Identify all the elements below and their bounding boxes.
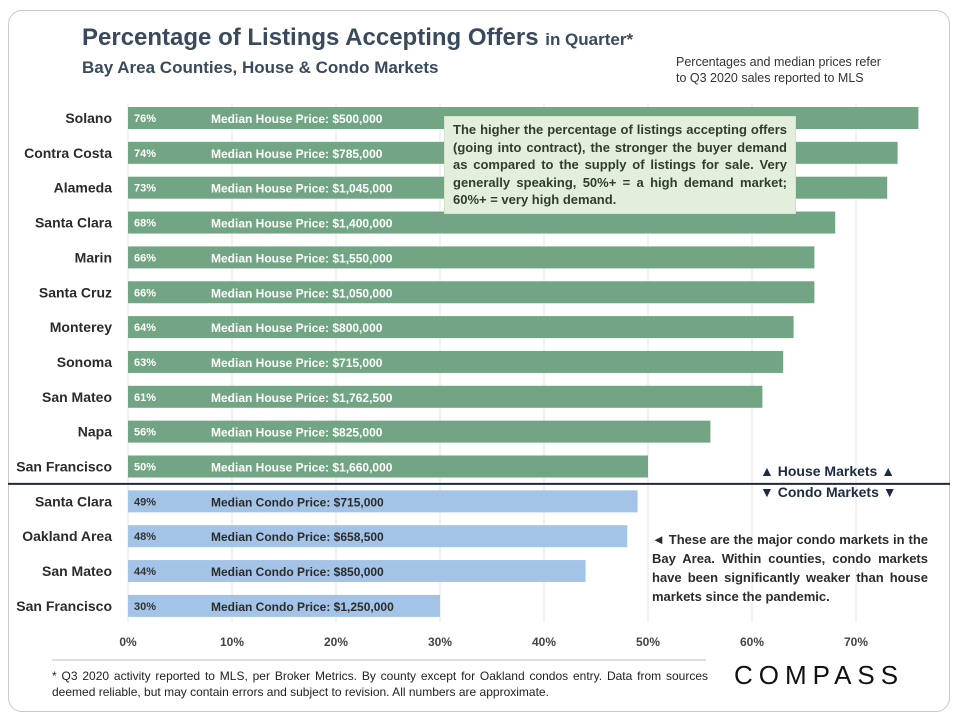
house-bar bbox=[128, 246, 815, 269]
category-label: Contra Costa bbox=[24, 145, 112, 161]
price-label: Median Condo Price: $658,500 bbox=[211, 530, 384, 544]
value-label: 68% bbox=[134, 218, 156, 230]
x-tick-label: 0% bbox=[119, 635, 137, 649]
price-label: Median House Price: $800,000 bbox=[211, 321, 383, 335]
condo-markets-label: ▼ Condo Markets ▼ bbox=[760, 484, 897, 500]
value-label: 73% bbox=[134, 183, 156, 195]
value-label: 50% bbox=[134, 462, 156, 474]
category-label: Santa Clara bbox=[35, 215, 112, 231]
price-label: Median House Price: $825,000 bbox=[211, 426, 383, 440]
value-label: 63% bbox=[134, 357, 156, 369]
price-label: Median Condo Price: $1,250,000 bbox=[211, 600, 394, 614]
condo-markets-callout: ◄ These are the major condo markets in t… bbox=[652, 532, 928, 604]
value-label: 66% bbox=[134, 287, 156, 299]
price-label: Median House Price: $1,400,000 bbox=[211, 217, 393, 231]
value-label: 48% bbox=[134, 531, 156, 543]
value-label: 66% bbox=[134, 252, 156, 264]
category-label: San Francisco bbox=[16, 459, 112, 475]
house-bar bbox=[128, 316, 794, 339]
category-label: Santa Cruz bbox=[39, 284, 112, 300]
condo-bar bbox=[128, 525, 628, 548]
house-markets-label: ▲ House Markets ▲ bbox=[760, 463, 896, 479]
x-tick-label: 40% bbox=[532, 635, 556, 649]
value-label: 64% bbox=[134, 322, 156, 334]
house-bar bbox=[128, 350, 784, 373]
x-tick-label: 20% bbox=[324, 635, 348, 649]
price-label: Median House Price: $715,000 bbox=[211, 356, 383, 370]
condo-bar bbox=[128, 560, 586, 583]
value-label: 61% bbox=[134, 392, 156, 404]
category-label: Napa bbox=[78, 424, 112, 440]
footnote: * Q3 2020 activity reported to MLS, per … bbox=[52, 669, 708, 699]
house-bar bbox=[128, 420, 711, 443]
category-label: Alameda bbox=[54, 180, 113, 196]
x-tick-label: 70% bbox=[844, 635, 868, 649]
house-bar bbox=[128, 211, 836, 234]
category-label: Oakland Area bbox=[22, 528, 112, 544]
price-label: Median Condo Price: $850,000 bbox=[211, 565, 384, 579]
value-label: 56% bbox=[134, 427, 156, 439]
house-bar bbox=[128, 455, 648, 478]
category-label: Monterey bbox=[50, 319, 112, 335]
category-label: Sonoma bbox=[57, 354, 112, 370]
price-label: Median House Price: $1,762,500 bbox=[211, 391, 393, 405]
compass-logo: COMPASS bbox=[734, 660, 905, 690]
price-label: Median House Price: $1,660,000 bbox=[211, 461, 393, 475]
condo-bar bbox=[128, 490, 638, 513]
price-label: Median Condo Price: $715,000 bbox=[211, 495, 384, 509]
data-source-note-line-2: to Q3 2020 sales reported to MLS bbox=[676, 71, 864, 85]
x-tick-label: 50% bbox=[636, 635, 660, 649]
data-source-note-line-1: Percentages and median prices refer bbox=[676, 55, 881, 69]
chart-subtitle: Bay Area Counties, House & Condo Markets bbox=[82, 58, 439, 77]
category-label: San Mateo bbox=[42, 389, 112, 405]
condo-bar bbox=[128, 594, 440, 617]
category-label: Santa Clara bbox=[35, 493, 112, 509]
x-tick-label: 10% bbox=[220, 635, 244, 649]
value-label: 30% bbox=[134, 601, 156, 613]
house-bar bbox=[128, 385, 763, 408]
value-label: 49% bbox=[134, 496, 156, 508]
value-label: 76% bbox=[134, 113, 156, 125]
value-label: 74% bbox=[134, 148, 156, 160]
category-label: Marin bbox=[75, 249, 112, 265]
price-label: Median House Price: $1,050,000 bbox=[211, 286, 393, 300]
category-label: Solano bbox=[65, 110, 112, 126]
x-tick-label: 30% bbox=[428, 635, 452, 649]
chart-title-main: Percentage of Listings Accepting Offers bbox=[82, 24, 539, 51]
price-label: Median House Price: $500,000 bbox=[211, 112, 383, 126]
house-demand-callout: The higher the percentage of listings ac… bbox=[444, 116, 796, 214]
x-tick-label: 60% bbox=[740, 635, 764, 649]
data-source-note: Percentages and median prices refer to Q… bbox=[676, 54, 881, 86]
chart-title: Percentage of Listings Accepting Offers … bbox=[82, 24, 633, 52]
chart-title-suffix: in Quarter* bbox=[545, 30, 634, 49]
price-label: Median House Price: $1,550,000 bbox=[211, 251, 393, 265]
category-label: San Francisco bbox=[16, 598, 112, 614]
value-label: 44% bbox=[134, 566, 156, 578]
category-label: San Mateo bbox=[42, 563, 112, 579]
price-label: Median House Price: $1,045,000 bbox=[211, 182, 393, 196]
house-bar bbox=[128, 281, 815, 304]
price-label: Median House Price: $785,000 bbox=[211, 147, 383, 161]
